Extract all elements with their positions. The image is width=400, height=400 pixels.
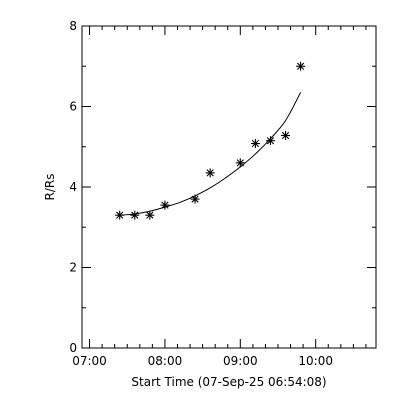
x-tick-label: 07:00 bbox=[72, 354, 107, 368]
plot-frame bbox=[81, 25, 377, 349]
data-point bbox=[160, 200, 170, 210]
data-point bbox=[265, 136, 275, 146]
data-point bbox=[130, 210, 140, 220]
y-tick-label: 4 bbox=[69, 180, 77, 194]
data-points bbox=[115, 61, 306, 220]
y-tick-label: 0 bbox=[69, 341, 77, 355]
data-point bbox=[190, 194, 200, 204]
x-tick-label: 09:00 bbox=[223, 354, 258, 368]
y-axis-ticks: 0 2 4 6 8 bbox=[69, 19, 376, 355]
data-point bbox=[296, 61, 306, 71]
y-tick-label: 8 bbox=[69, 19, 77, 33]
x-axis-ticks: 07:00 08:00 09:00 10:00 bbox=[72, 26, 367, 368]
data-point bbox=[115, 210, 125, 220]
y-tick-label: 2 bbox=[69, 261, 77, 275]
data-point bbox=[235, 158, 245, 168]
y-tick-label: 6 bbox=[69, 100, 77, 114]
y-axis-title: R/Rs bbox=[43, 174, 57, 201]
data-point bbox=[250, 139, 260, 149]
fit-curve bbox=[119, 92, 302, 216]
data-point bbox=[281, 130, 291, 140]
x-axis-title: Start Time (07-Sep-25 06:54:08) bbox=[131, 375, 326, 389]
x-tick-label: 10:00 bbox=[298, 354, 333, 368]
data-point bbox=[205, 168, 215, 178]
data-point bbox=[145, 210, 155, 220]
x-tick-label: 08:00 bbox=[148, 354, 183, 368]
